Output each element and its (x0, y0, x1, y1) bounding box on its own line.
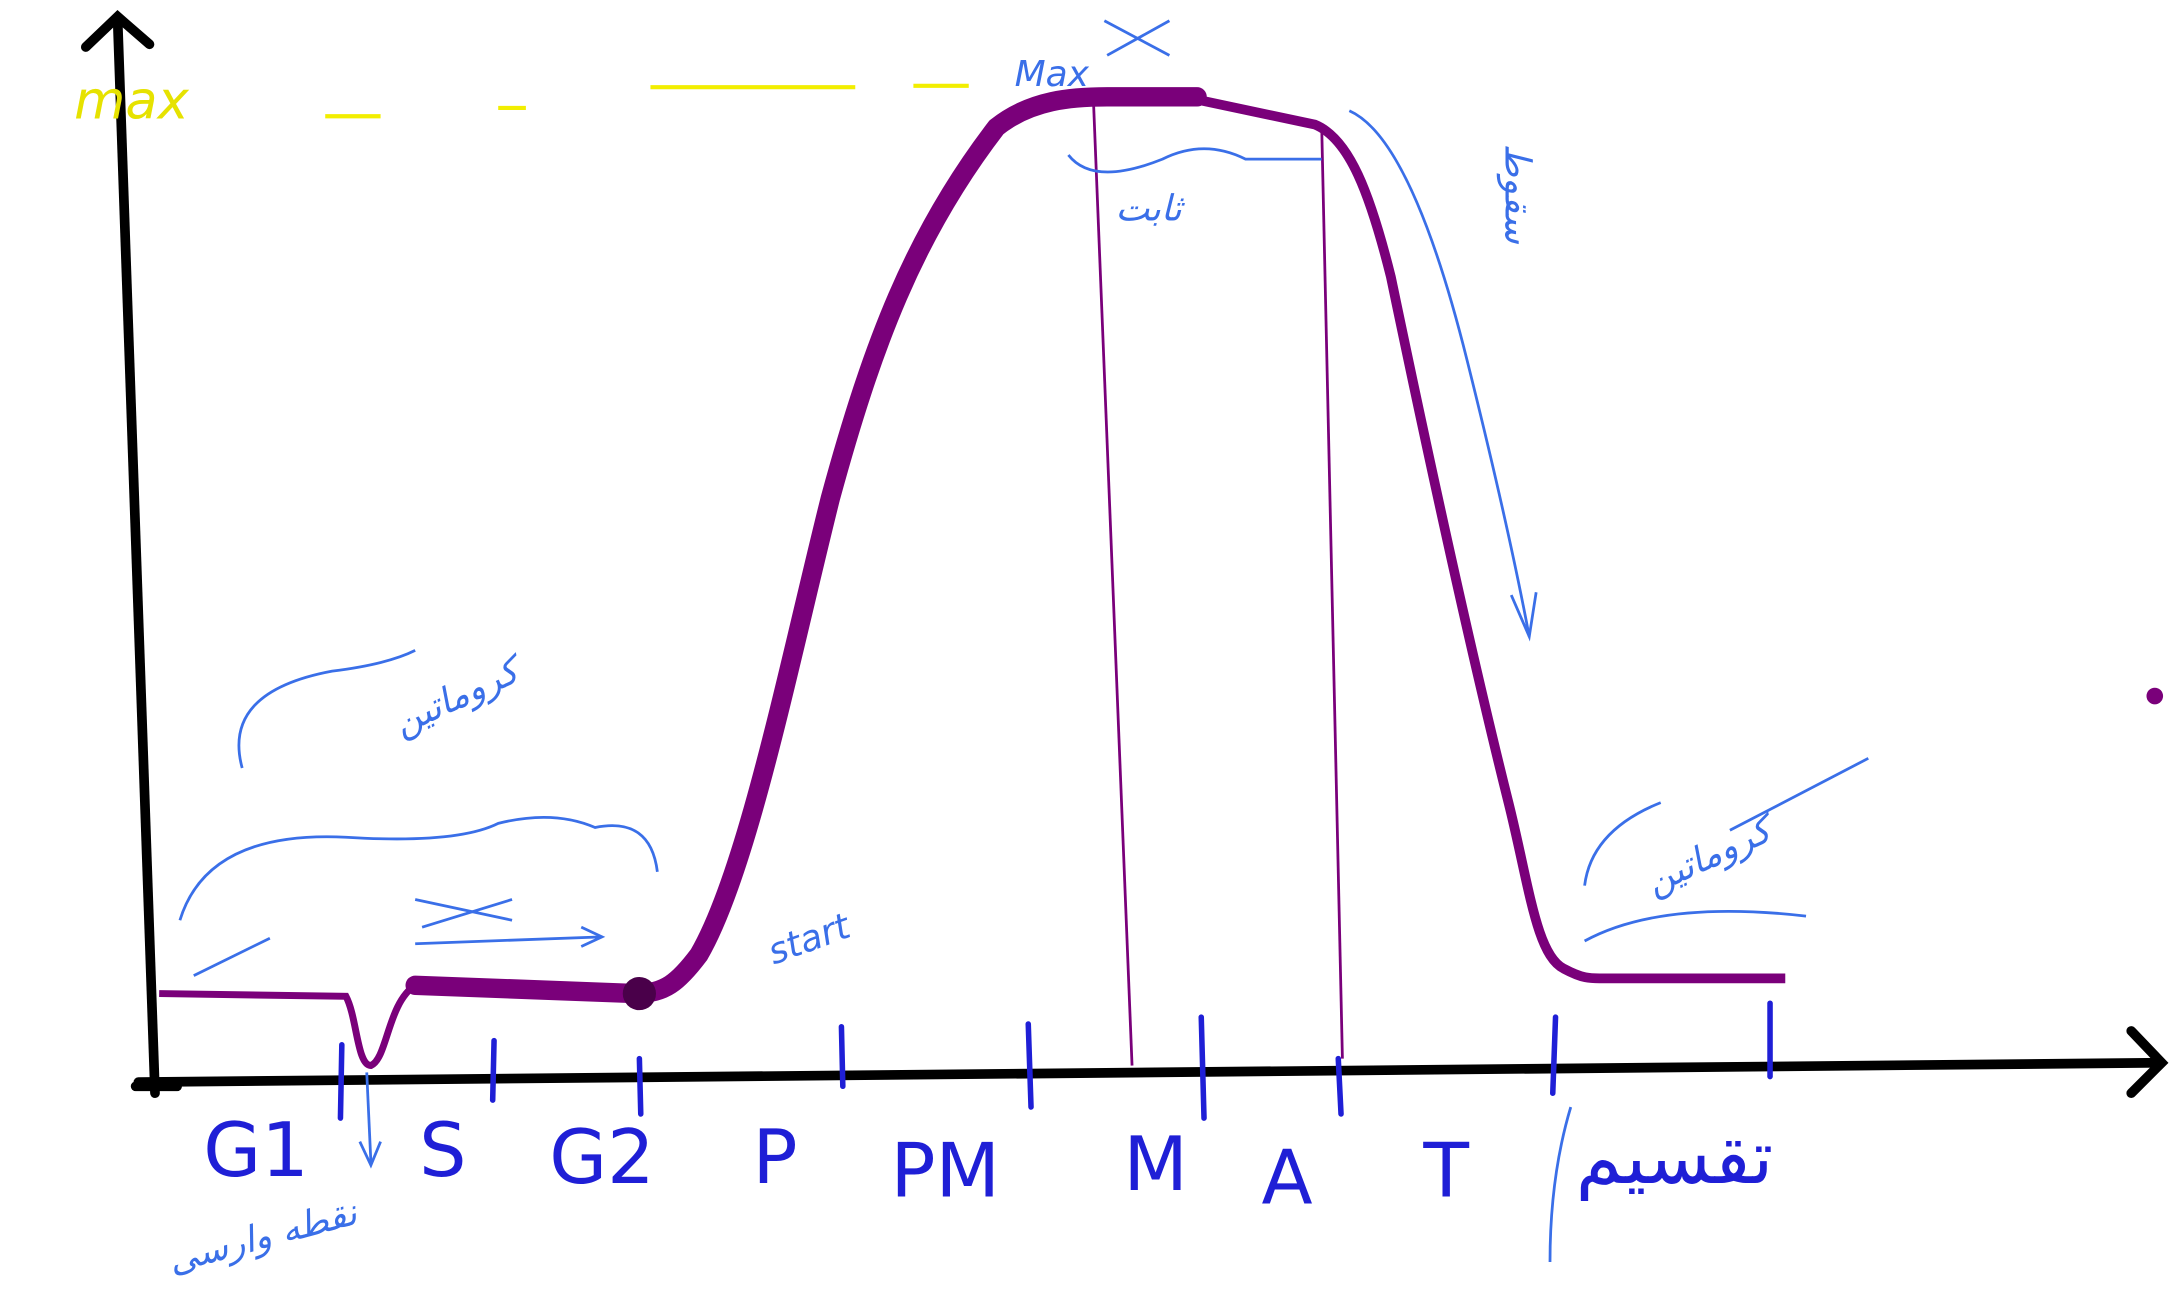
max-label: Max (1015, 54, 1090, 95)
max-left-label: max (74, 70, 189, 131)
phase-label: تقسیم (1576, 1114, 1774, 1201)
constant-label: ثابت (1116, 188, 1186, 229)
phase-label: A (1261, 1135, 1312, 1222)
phase-label: G1 (203, 1107, 308, 1194)
start-point (623, 977, 656, 1010)
phase-label: M (1123, 1121, 1187, 1208)
page: max G1 S G2 P PM M A T تقسیم Max start ث… (0, 0, 2170, 1316)
diagram: max G1 S G2 P PM M A T تقسیم Max start ث… (0, 0, 2170, 1316)
background (0, 0, 2170, 1316)
phase-label: S (419, 1107, 466, 1194)
phase-label: T (1422, 1128, 1469, 1215)
phase-label: PM (890, 1128, 1000, 1215)
fall-label: سقوط (1496, 144, 1537, 245)
phase-label: P (752, 1114, 797, 1201)
phase-label: G2 (549, 1114, 654, 1201)
dot (2146, 688, 2163, 705)
